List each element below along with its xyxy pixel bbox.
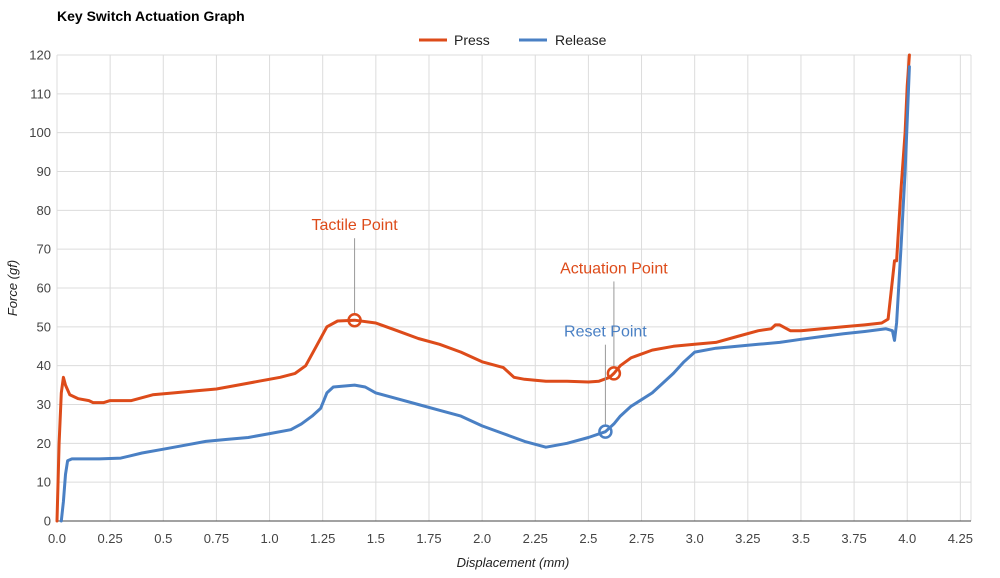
x-tick-label: 3.75 [841,531,866,546]
y-tick-label: 50 [37,319,51,334]
legend-item-release[interactable]: Release [519,32,607,48]
y-tick-label: 70 [37,242,51,257]
legend[interactable]: Press Release [419,32,607,48]
y-tick-label: 30 [37,397,51,412]
x-tick-label: 0.0 [48,531,66,546]
legend-label-press: Press [454,32,490,48]
x-tick-label: 0.25 [97,531,122,546]
legend-item-press[interactable]: Press [419,32,490,48]
tactile-point-marker [347,312,362,328]
x-tick-label: 4.25 [948,531,973,546]
x-tick-label: 0.5 [154,531,172,546]
x-tick-label: 2.25 [523,531,548,546]
x-tick-label: 1.5 [367,531,385,546]
series-line-press [55,53,911,523]
x-axis-label: Displacement (mm) [457,555,570,570]
chart-title: Key Switch Actuation Graph [57,8,245,24]
x-tick-label: 3.0 [686,531,704,546]
y-tick-label: 90 [37,164,51,179]
y-tick-label: 60 [37,281,51,296]
x-tick-label: 1.0 [261,531,279,546]
x-axis-ticks: 0.0 0.25 0.5 0.75 1.0 1.25 1.5 1.75 2.0 2.25 2.5 2.… [48,531,973,546]
actuation-point-label: Actuation Point [560,260,668,277]
x-tick-label: 0.75 [204,531,229,546]
y-axis-ticks: 0 10 20 30 40 50 60 70 80 90 100 110 120 [29,48,51,529]
x-tick-label: 2.75 [629,531,654,546]
x-tick-label: 1.75 [416,531,441,546]
y-tick-label: 120 [29,48,51,63]
annotations: Tactile Point Actuation Point Reset Point [311,217,668,439]
y-tick-label: 110 [30,86,51,101]
x-tick-label: 3.5 [792,531,810,546]
reset-point-marker [598,424,613,439]
y-axis-label: Force (gf) [5,260,20,316]
x-tick-label: 2.0 [473,531,491,546]
series-line-release [59,65,911,523]
tactile-point-label: Tactile Point [311,217,398,234]
actuation-point-marker [606,366,622,381]
legend-label-release: Release [555,32,607,48]
y-tick-label: 100 [29,125,51,140]
x-tick-label: 2.5 [579,531,597,546]
x-tick-label: 3.25 [735,531,760,546]
reset-point-label: Reset Point [564,324,647,341]
x-tick-label: 1.25 [310,531,335,546]
y-tick-label: 80 [37,203,51,218]
series-lines [55,53,911,523]
y-tick-label: 20 [37,436,51,451]
gridlines [56,54,972,522]
y-tick-label: 0 [44,514,51,529]
x-tick-label: 4.0 [898,531,916,546]
y-tick-label: 40 [37,358,51,373]
y-tick-label: 10 [37,475,51,490]
